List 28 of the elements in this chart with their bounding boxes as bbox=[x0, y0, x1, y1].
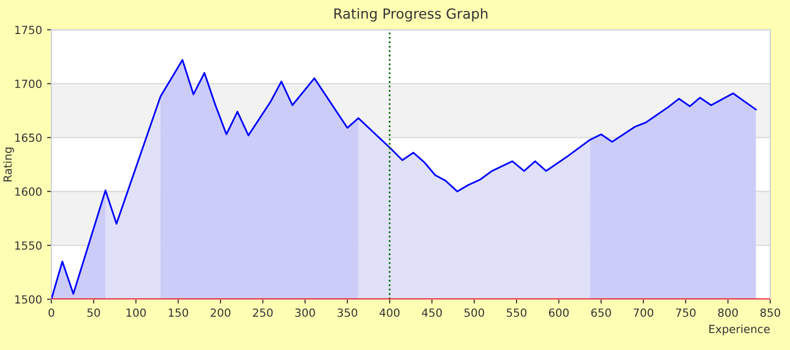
y-tick-label: 1650 bbox=[15, 134, 42, 142]
x-tick-label: 250 bbox=[253, 308, 273, 317]
y-tick-label: 1700 bbox=[15, 80, 42, 88]
y-tick-label: 1550 bbox=[15, 241, 42, 250]
x-tick-label: 200 bbox=[210, 308, 230, 317]
x-tick-label: 550 bbox=[506, 308, 526, 317]
y-axis-title: Rating bbox=[3, 148, 14, 182]
x-tick-label: 300 bbox=[295, 308, 315, 317]
x-tick-label: 450 bbox=[422, 308, 442, 317]
y-tick-label: 1750 bbox=[15, 26, 42, 34]
x-axis-title: Experience bbox=[709, 324, 770, 336]
x-tick-label: 100 bbox=[126, 308, 146, 317]
x-tick-label: 850 bbox=[760, 308, 780, 317]
chart-title: Rating Progress Graph bbox=[334, 8, 488, 22]
x-tick-label: 750 bbox=[676, 308, 696, 317]
x-tick-label: 650 bbox=[591, 308, 611, 317]
x-tick-label: 400 bbox=[380, 308, 400, 317]
line-series bbox=[51, 59, 757, 300]
y-tick-label: 1500 bbox=[15, 295, 42, 304]
x-tick-label: 150 bbox=[168, 308, 188, 317]
x-tick-label: 500 bbox=[464, 308, 484, 317]
x-tick-label: 800 bbox=[718, 308, 738, 317]
x-tick-label: 600 bbox=[548, 308, 569, 317]
x-tick-label: 700 bbox=[634, 308, 654, 317]
y-tick-label: 1600 bbox=[15, 187, 42, 196]
x-tick-label: 0 bbox=[48, 308, 54, 317]
x-tick-label: 50 bbox=[87, 308, 100, 317]
x-tick-label: 350 bbox=[338, 308, 358, 317]
